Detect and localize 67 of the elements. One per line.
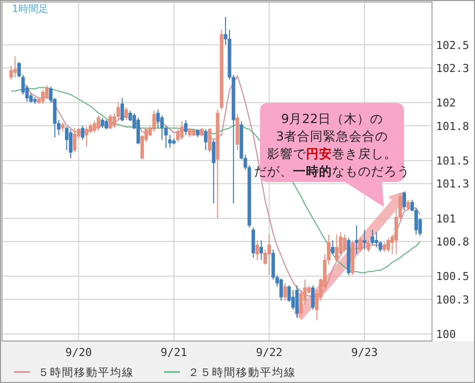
candlestick — [358, 238, 362, 252]
x-tick-label: 9/23 — [351, 346, 378, 359]
candlestick — [136, 117, 140, 145]
y-tick-label: 101 — [436, 212, 456, 226]
candlestick — [204, 128, 208, 151]
y-tick-label: 102.3 — [436, 62, 470, 75]
y-tick-label: 102.5 — [436, 38, 470, 52]
candlestick — [13, 56, 17, 78]
x-tick-label: 9/22 — [256, 346, 282, 359]
candlestick — [120, 98, 124, 122]
candlestick — [184, 120, 188, 136]
y-tick-label: 100.5 — [436, 270, 470, 284]
candlestick — [406, 199, 410, 211]
candlestick — [374, 232, 378, 248]
candlestick — [124, 106, 128, 121]
candlestick — [370, 229, 374, 246]
candlestick — [283, 282, 287, 302]
candlestick — [68, 128, 72, 159]
candlestick — [208, 128, 212, 153]
candlestick — [96, 114, 100, 131]
y-tick-label: 101.8 — [436, 120, 470, 133]
candlestick — [366, 240, 370, 252]
candlestick — [152, 110, 156, 132]
legend-label: ５時間移動平均線 — [38, 366, 134, 379]
candlestick — [362, 229, 366, 250]
candlestick — [291, 290, 295, 310]
candlestick — [45, 84, 49, 100]
candlestick — [382, 242, 386, 252]
legend-label: ２５時間移動平均線 — [188, 366, 296, 379]
y-tick-label: 101.5 — [436, 154, 470, 168]
candlestick — [80, 125, 84, 140]
y-tick-label: 100.3 — [436, 293, 470, 306]
candlestick — [330, 240, 334, 255]
candlestick — [84, 126, 88, 148]
y-tick-label: 102 — [436, 96, 456, 110]
candlestick — [72, 128, 76, 153]
candlestick — [354, 224, 358, 255]
candlestick — [252, 227, 256, 258]
candlestick — [100, 117, 104, 129]
candlestick — [41, 89, 45, 104]
x-tick-label: 9/20 — [65, 346, 92, 359]
annotation: 3者合同緊急会合の — [276, 128, 388, 144]
candlestick — [267, 234, 271, 276]
candlestick — [311, 284, 315, 310]
candlestick — [260, 240, 264, 261]
candlestick — [386, 238, 390, 252]
candlestick — [402, 191, 406, 211]
candlestick — [108, 114, 112, 130]
candlestick — [188, 128, 192, 138]
candlestick — [279, 278, 283, 302]
annotation: 影響で円安巻き戻し。 — [267, 146, 397, 161]
candlestick — [256, 240, 260, 261]
y-tick-label: 100.8 — [436, 236, 470, 248]
annotation: 1時間足 — [12, 3, 48, 15]
annotation: 9月22日（木）の — [281, 111, 383, 126]
candlestick — [295, 284, 299, 318]
annotation: だが、一時的なものだろう — [254, 164, 410, 178]
y-tick-label: 100 — [436, 328, 456, 342]
candlestick — [176, 128, 180, 142]
x-tick-label: 9/21 — [160, 346, 188, 359]
y-tick-label: 101.3 — [436, 178, 470, 191]
candlestick — [334, 234, 338, 263]
candlestick — [342, 234, 346, 252]
candlestick — [61, 122, 64, 132]
candlestick — [180, 120, 184, 140]
candlestick — [212, 139, 216, 204]
candlestick — [104, 120, 108, 130]
